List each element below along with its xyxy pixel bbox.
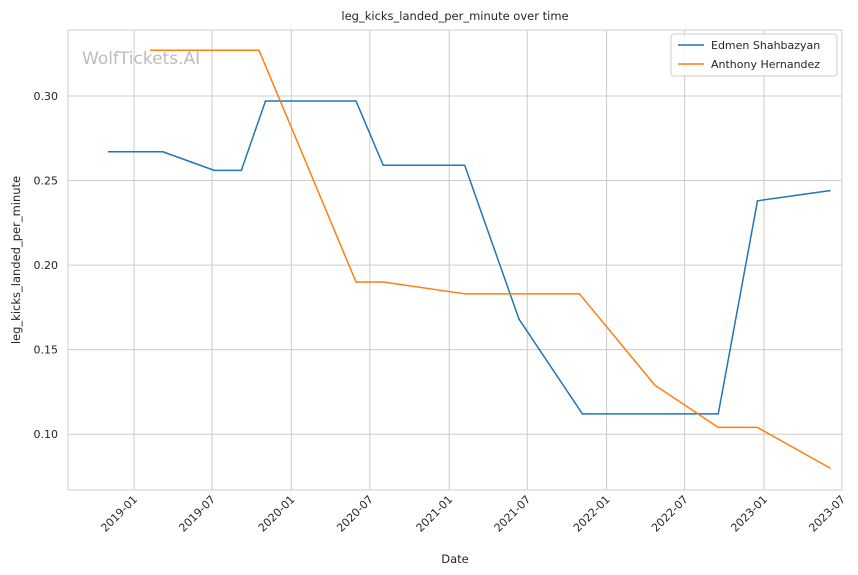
data-point-anthony-hernandez — [258, 49, 260, 52]
data-point-edmen-shahbazyan — [463, 164, 466, 167]
watermark: WolfTickets.AI — [82, 49, 200, 69]
legend-label-anthony-hernandez: Anthony Hernandez — [711, 58, 820, 71]
data-point-edmen-shahbazyan — [213, 169, 215, 172]
y-tick-label: 0.20 — [34, 259, 59, 272]
x-tick-label: 2022-07 — [649, 493, 691, 535]
y-axis-title: leg_kicks_landed_per_minute — [9, 176, 23, 344]
series-layer — [107, 49, 831, 469]
grid — [68, 30, 843, 490]
series-line-anthony-hernandez — [150, 49, 831, 469]
y-tick-label: 0.30 — [34, 90, 59, 103]
data-point-anthony-hernandez — [717, 426, 720, 429]
data-point-edmen-shahbazyan — [240, 169, 243, 172]
data-point-edmen-shahbazyan — [581, 413, 584, 415]
x-tick-label: 2019-07 — [176, 493, 218, 535]
data-point-edmen-shahbazyan — [162, 150, 164, 153]
data-point-edmen-shahbazyan — [355, 100, 357, 102]
x-tick-label: 2023-01 — [728, 493, 770, 535]
legend: Edmen Shahbazyan Anthony Hernandez — [670, 33, 838, 77]
data-point-anthony-hernandez — [829, 467, 831, 469]
data-point-anthony-hernandez — [756, 426, 759, 429]
y-tick-label: 0.25 — [34, 175, 59, 188]
x-tick-label: 2021-01 — [414, 493, 456, 535]
data-point-anthony-hernandez — [654, 384, 656, 386]
chart-title: leg_kicks_landed_per_minute over time — [341, 9, 568, 23]
x-axis-title: Date — [441, 552, 469, 566]
x-tick-label: 2021-07 — [492, 493, 534, 535]
data-point-edmen-shahbazyan — [829, 189, 831, 192]
y-axis: 0.10 0.15 0.20 0.25 0.30 — [34, 90, 59, 441]
data-point-anthony-hernandez — [578, 293, 581, 295]
data-point-anthony-hernandez — [463, 293, 466, 295]
data-point-edmen-shahbazyan — [264, 100, 267, 102]
y-tick-label: 0.15 — [34, 344, 59, 357]
series-line-edmen-shahbazyan — [108, 100, 831, 415]
x-tick-label: 2020-07 — [334, 493, 376, 535]
x-axis: 2019-01 2019-07 2020-01 2020-07 2021-01 2021-… — [98, 493, 848, 535]
data-point-edmen-shahbazyan — [518, 318, 520, 320]
data-point-edmen-shahbazyan — [717, 413, 720, 415]
x-tick-label: 2022-01 — [571, 493, 613, 535]
data-point-edmen-shahbazyan — [756, 200, 759, 202]
legend-box — [670, 33, 838, 77]
data-point-anthony-hernandez — [382, 281, 385, 283]
legend-label-edmen-shahbazyan: Edmen Shahbazyan — [711, 39, 820, 52]
plot-area-frame — [67, 29, 843, 491]
data-point-anthony-hernandez — [355, 281, 357, 283]
y-tick-label: 0.10 — [34, 428, 59, 441]
data-point-edmen-shahbazyan — [107, 150, 110, 153]
data-point-edmen-shahbazyan — [382, 164, 385, 167]
data-point-anthony-hernandez — [149, 49, 152, 52]
x-tick-label: 2023-07 — [806, 493, 848, 535]
x-tick-label: 2020-01 — [256, 493, 298, 535]
x-tick-label: 2019-01 — [98, 493, 140, 535]
